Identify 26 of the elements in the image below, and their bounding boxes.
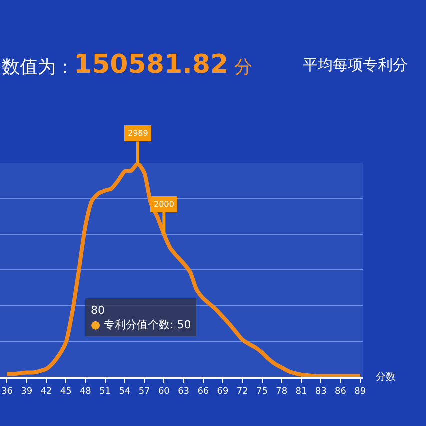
x-tick-label: 57 [138,386,150,397]
x-tick-label: 83 [315,386,327,397]
x-tick-label: 48 [80,386,92,397]
x-axis-title: 分数 [376,371,396,383]
x-tick-label: 51 [100,386,112,397]
x-tick-label: 42 [40,386,52,397]
data-label: 2000 [154,200,174,209]
x-tick-label: 89 [354,386,366,397]
x-tick-label: 54 [119,386,131,397]
annotation: 80 [91,304,105,317]
x-tick-label: 66 [198,386,210,397]
x-tick-label: 78 [276,386,288,397]
annotation: ● 专利分值个数: 50 [91,318,192,332]
x-tick-label: 45 [60,386,72,397]
chart-subtitle: 平均每项专利分 [303,56,408,74]
x-tick-label: 72 [236,386,248,397]
data-label: 2989 [128,129,148,138]
x-tick-label: 60 [158,386,170,397]
x-tick-label: 86 [335,386,347,397]
x-tick-label: 81 [296,386,308,397]
x-tick-label: 69 [217,386,230,397]
x-tick-label: 36 [1,386,14,397]
x-tick-label: 75 [256,386,268,397]
x-tick-label: 39 [21,386,33,397]
chart-title: 数值为：150581.82 分 [2,50,252,80]
x-tick-label: 63 [178,386,190,397]
